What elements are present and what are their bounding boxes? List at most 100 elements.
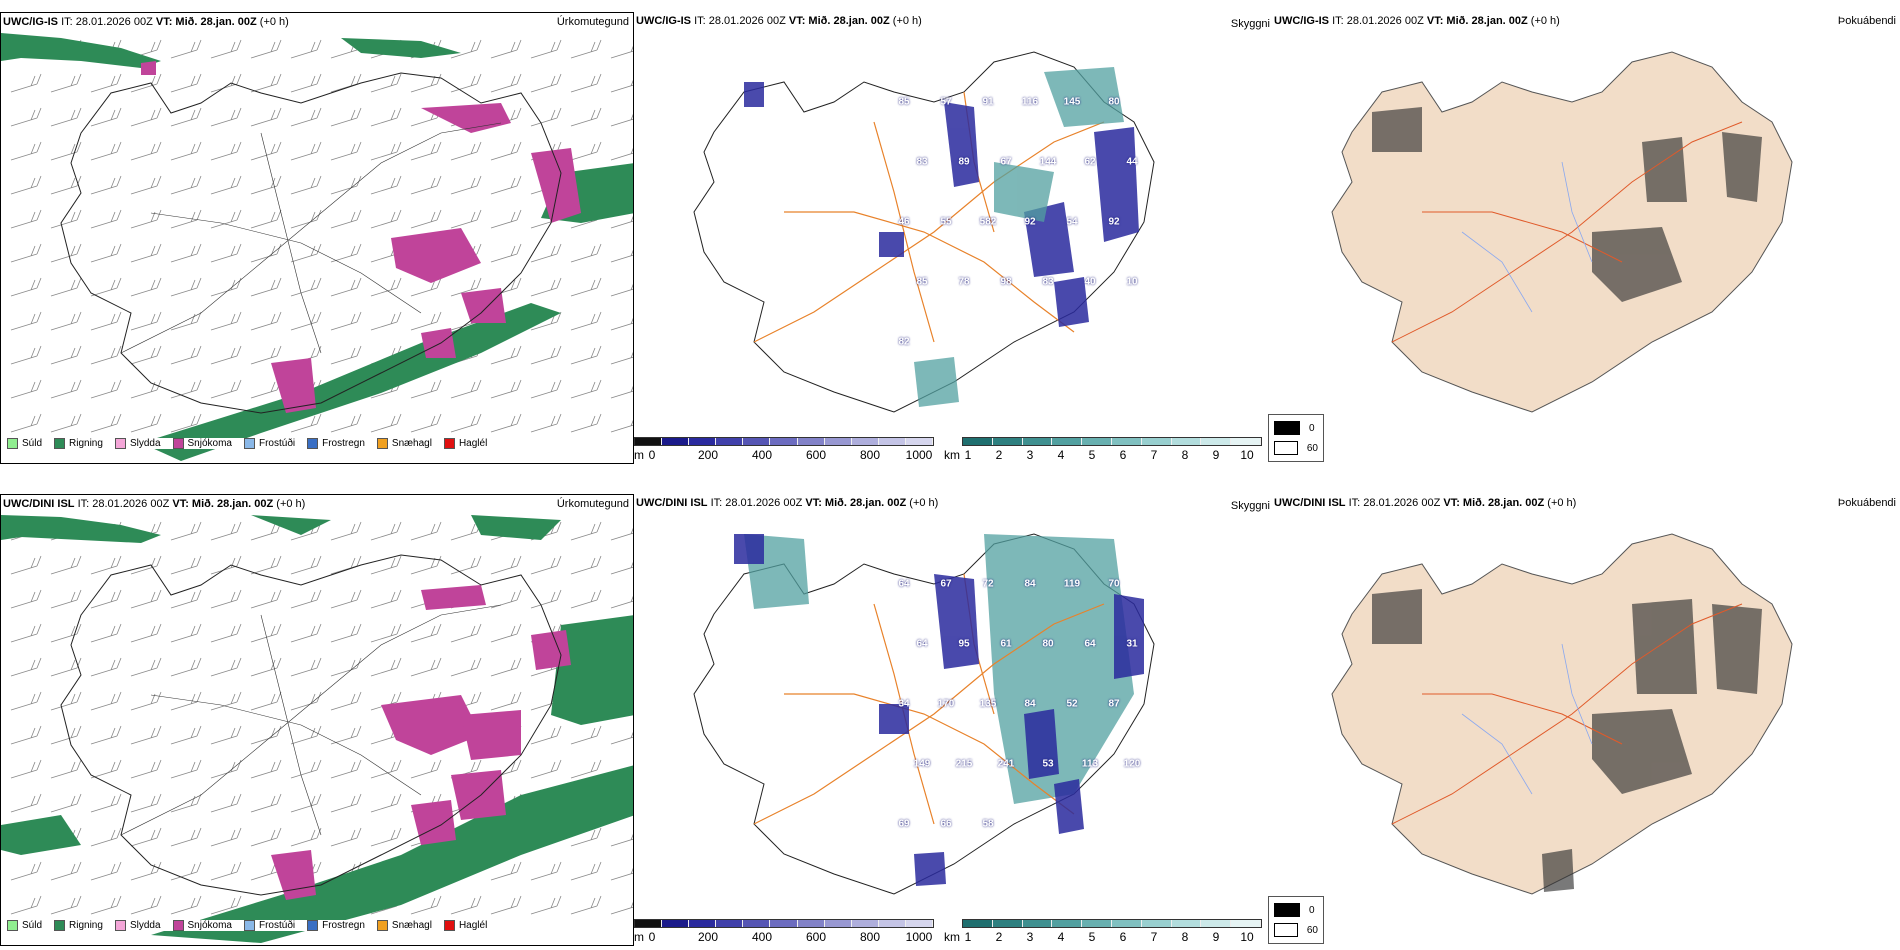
wind-barb (370, 623, 402, 643)
ceiling-area (734, 534, 1144, 886)
wind-barb (330, 175, 362, 195)
wind-barb (490, 379, 522, 399)
legend-label: Snæhagl (391, 920, 432, 931)
wind-barb (250, 311, 282, 331)
legend-swatch (307, 438, 319, 449)
wind-barb (530, 73, 562, 93)
iceland-outline (60, 72, 562, 414)
ceiling-tick: 0 (648, 448, 656, 462)
wind-barb (90, 793, 122, 813)
wind-barb (250, 141, 282, 161)
wind-barb (370, 413, 402, 433)
vis-tick: 4 (1057, 448, 1065, 462)
legend-label: Frostregn (322, 920, 365, 931)
visibility-value-label: 98 (1000, 276, 1012, 288)
wind-barb (490, 209, 522, 229)
wind-barb (10, 175, 42, 195)
vis-tick: 5 (1088, 448, 1096, 462)
wind-barb (330, 141, 362, 161)
ceiling-area (744, 82, 1139, 327)
fog-area (1372, 589, 1762, 892)
wind-barb (50, 73, 82, 93)
wind-barb (130, 623, 162, 643)
wind-barb (130, 413, 162, 433)
wind-barb (130, 379, 162, 399)
wind-barb (170, 413, 202, 433)
wind-barb (330, 725, 362, 745)
wind-barb (10, 793, 42, 813)
visibility-value-label: 69 (898, 818, 910, 830)
model-label: UWC/IG-IS (1274, 15, 1329, 27)
visibility-value-label: 66 (940, 818, 952, 830)
visibility-value-label: 87 (1108, 698, 1120, 710)
wind-barb (410, 311, 442, 331)
vis-tick: 6 (1119, 930, 1127, 944)
visibility-value-label: 113 (1081, 758, 1099, 770)
wind-barb (290, 141, 322, 161)
wind-barb (490, 73, 522, 93)
wind-barb (130, 555, 162, 575)
wind-barb (370, 589, 402, 609)
road-network (1391, 121, 1743, 343)
wind-barb (570, 413, 602, 433)
wind-barb (250, 589, 282, 609)
wind-barb (450, 623, 482, 643)
wind-barb (570, 73, 602, 93)
vis-tick: 7 (1150, 930, 1158, 944)
visibility-value-label: 78 (958, 276, 970, 288)
wind-barb (50, 725, 82, 745)
legend-item: Haglél (443, 438, 487, 449)
wind-barb (370, 793, 402, 813)
valid-time: Mið. 28.jan. 00Z (175, 16, 257, 28)
wind-barb (170, 141, 202, 161)
wind-barb (530, 413, 562, 433)
wind-barb (290, 277, 322, 297)
visibility-value-label: 53 (1042, 758, 1054, 770)
visibility-value-label: 241 (997, 758, 1015, 770)
cloud-swatch (1274, 441, 1298, 455)
visibility-area (914, 67, 1124, 407)
legend-item: Rigning (54, 438, 103, 449)
ceiling-tick: 400 (751, 448, 773, 462)
wind-barb (10, 141, 42, 161)
wind-barb (210, 73, 242, 93)
snow-area (141, 61, 581, 413)
wind-barb (90, 895, 122, 915)
ceiling-tick: 200 (697, 930, 719, 944)
ceiling-unit: m (634, 448, 644, 462)
wind-barb (610, 283, 633, 297)
wind-barb (170, 827, 202, 847)
road-network (120, 604, 502, 836)
wind-barb (250, 725, 282, 745)
legend-item: Snæhagl (376, 920, 432, 931)
wind-barb (130, 691, 162, 711)
wind-barb (290, 555, 322, 575)
wind-barb (610, 79, 633, 93)
wind-barb (50, 793, 82, 813)
wind-barb (290, 175, 322, 195)
wind-barb (490, 243, 522, 263)
wind-barb (130, 589, 162, 609)
valid-time-label: VT: (155, 16, 173, 28)
visibility-value-label: 82 (898, 336, 910, 348)
wind-barb (330, 73, 362, 93)
time-offset: (+0 h) (1547, 497, 1577, 509)
wind-barb (90, 623, 122, 643)
wind-barb (10, 243, 42, 263)
wind-barb (490, 589, 522, 609)
visibility-value-label: 149 (913, 758, 931, 770)
wind-barb (250, 379, 282, 399)
visibility-value-label: 144 (1039, 156, 1057, 168)
visibility-value-label: 84 (1024, 578, 1036, 590)
legend-label: Slydda (129, 438, 161, 449)
wind-barb (10, 691, 42, 711)
road-network (1391, 603, 1743, 825)
wind-barb (570, 345, 602, 365)
wind-barb (10, 725, 42, 745)
wind-barb (90, 175, 122, 195)
wind-barb (250, 107, 282, 127)
visibility-value-label: 85 (916, 276, 928, 288)
wind-barb (130, 725, 162, 745)
wind-barb (290, 39, 322, 59)
wind-barb (330, 555, 362, 575)
